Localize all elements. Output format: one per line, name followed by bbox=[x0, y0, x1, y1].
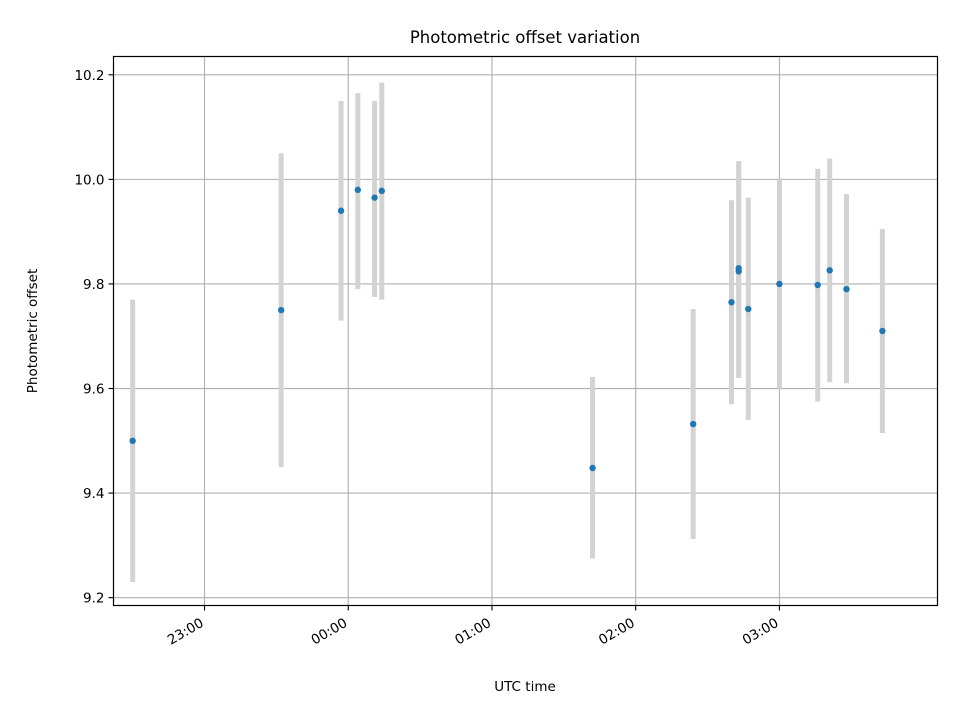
data-point bbox=[728, 299, 735, 306]
data-point bbox=[129, 437, 136, 444]
y-tick-label: 9.2 bbox=[83, 591, 104, 607]
plot-area-frame bbox=[112, 55, 939, 607]
y-axis-label: Photometric offset bbox=[25, 269, 41, 393]
data-point bbox=[689, 420, 697, 428]
data-point bbox=[277, 306, 285, 314]
y-axis-ticks: 9.2 9.4 9.6 9.8 10.0 10.2 bbox=[74, 68, 114, 607]
y-tick-label: 10.0 bbox=[74, 172, 104, 188]
data-point bbox=[354, 186, 362, 194]
grid-lines bbox=[113, 56, 938, 606]
data-point bbox=[371, 194, 378, 201]
data-point bbox=[378, 187, 385, 195]
y-tick-label: 9.6 bbox=[83, 382, 104, 398]
y-tick-label: 9.4 bbox=[83, 486, 104, 502]
data-point bbox=[337, 207, 345, 214]
data-point bbox=[814, 281, 821, 289]
data-point bbox=[735, 265, 742, 272]
data-point bbox=[843, 285, 850, 293]
chart-title: Photometric offset variation bbox=[410, 28, 640, 47]
data-point bbox=[589, 464, 596, 472]
data-point bbox=[826, 267, 833, 274]
data-points bbox=[129, 186, 886, 472]
y-tick-label: 9.8 bbox=[83, 277, 104, 293]
y-tick-label: 10.2 bbox=[74, 68, 104, 84]
x-axis-label: UTC time bbox=[494, 679, 556, 695]
data-point bbox=[745, 305, 752, 313]
data-point bbox=[879, 327, 886, 335]
data-point bbox=[776, 280, 783, 288]
